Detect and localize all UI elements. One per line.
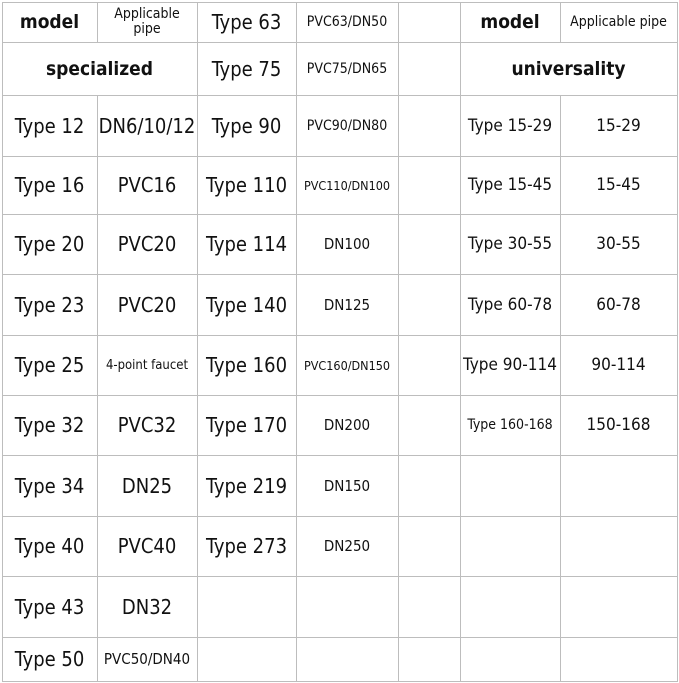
table-cell: Type 32 xyxy=(2,395,98,456)
table-cell: specialized xyxy=(2,42,198,96)
table-cell: Type 20 xyxy=(2,214,98,275)
table-cell: Type 30-55 xyxy=(460,214,561,275)
table-cell: model xyxy=(2,2,98,43)
table-cell: Type 40 xyxy=(2,516,98,577)
empty-cell xyxy=(398,637,461,682)
table-cell: 30-55 xyxy=(560,214,678,275)
empty-cell xyxy=(560,576,678,638)
table-cell: DN150 xyxy=(296,455,399,517)
table-cell: Type 219 xyxy=(197,455,297,517)
empty-cell xyxy=(560,637,678,682)
empty-cell xyxy=(296,637,399,682)
table-cell: Type 16 xyxy=(2,156,98,215)
table-cell: DN250 xyxy=(296,516,399,577)
table-cell: PVC20 xyxy=(97,274,198,336)
empty-cell xyxy=(398,156,461,215)
table-cell: Type 160-168 xyxy=(460,395,561,456)
table-cell: Type 160 xyxy=(197,335,297,396)
table-cell: Type 63 xyxy=(197,2,297,43)
table-cell: PVC40 xyxy=(97,516,198,577)
table-cell: PVC20 xyxy=(97,214,198,275)
empty-cell xyxy=(398,395,461,456)
table-cell: 4-point faucet xyxy=(97,335,198,396)
empty-cell xyxy=(398,214,461,275)
empty-cell xyxy=(398,2,461,43)
empty-cell xyxy=(460,637,561,682)
table-cell: universality xyxy=(460,42,678,96)
table-cell: Type 60-78 xyxy=(460,274,561,336)
table-cell: Applicable pipe xyxy=(560,2,678,43)
table-cell: Type 75 xyxy=(197,42,297,96)
empty-cell xyxy=(460,455,561,517)
table-cell: Type 15-45 xyxy=(460,156,561,215)
empty-cell xyxy=(460,576,561,638)
table-cell: DN6/10/12 xyxy=(97,95,198,157)
table-cell: Type 12 xyxy=(2,95,98,157)
empty-cell xyxy=(197,576,297,638)
empty-cell xyxy=(398,274,461,336)
empty-cell xyxy=(398,516,461,577)
table-cell: Type 25 xyxy=(2,335,98,396)
empty-cell xyxy=(398,576,461,638)
empty-cell xyxy=(197,637,297,682)
table-cell: Type 140 xyxy=(197,274,297,336)
table-cell: Type 23 xyxy=(2,274,98,336)
table-cell: DN125 xyxy=(296,274,399,336)
empty-cell xyxy=(398,95,461,157)
table-cell: PVC16 xyxy=(97,156,198,215)
table-cell: DN100 xyxy=(296,214,399,275)
table-cell: Type 15-29 xyxy=(460,95,561,157)
table-cell: DN25 xyxy=(97,455,198,517)
table-cell: Applicable pipe xyxy=(97,2,198,43)
empty-cell xyxy=(398,42,461,96)
table-cell: model xyxy=(460,2,561,43)
empty-cell xyxy=(398,335,461,396)
empty-cell xyxy=(398,455,461,517)
table-cell: PVC32 xyxy=(97,395,198,456)
empty-cell xyxy=(296,576,399,638)
table-cell: 15-29 xyxy=(560,95,678,157)
table-cell: PVC90/DN80 xyxy=(296,95,399,157)
table-cell: PVC63/DN50 xyxy=(296,2,399,43)
table-cell: DN200 xyxy=(296,395,399,456)
table-cell: Type 110 xyxy=(197,156,297,215)
table-cell: 150-168 xyxy=(560,395,678,456)
empty-cell xyxy=(460,516,561,577)
table-cell: Type 90-114 xyxy=(460,335,561,396)
empty-cell xyxy=(560,455,678,517)
table-cell: Type 50 xyxy=(2,637,98,682)
table-cell: DN32 xyxy=(97,576,198,638)
table-cell: PVC110/DN100 xyxy=(296,156,399,215)
table-cell: Type 34 xyxy=(2,455,98,517)
table-cell: PVC160/DN150 xyxy=(296,335,399,396)
table-cell: Type 90 xyxy=(197,95,297,157)
table-cell: Type 43 xyxy=(2,576,98,638)
table-cell: Type 273 xyxy=(197,516,297,577)
table-cell: 15-45 xyxy=(560,156,678,215)
table-cell: Type 114 xyxy=(197,214,297,275)
table-cell: PVC75/DN65 xyxy=(296,42,399,96)
table-cell: 60-78 xyxy=(560,274,678,336)
table-cell: Type 170 xyxy=(197,395,297,456)
empty-cell xyxy=(560,516,678,577)
table-cell: 90-114 xyxy=(560,335,678,396)
table-cell: PVC50/DN40 xyxy=(97,637,198,682)
